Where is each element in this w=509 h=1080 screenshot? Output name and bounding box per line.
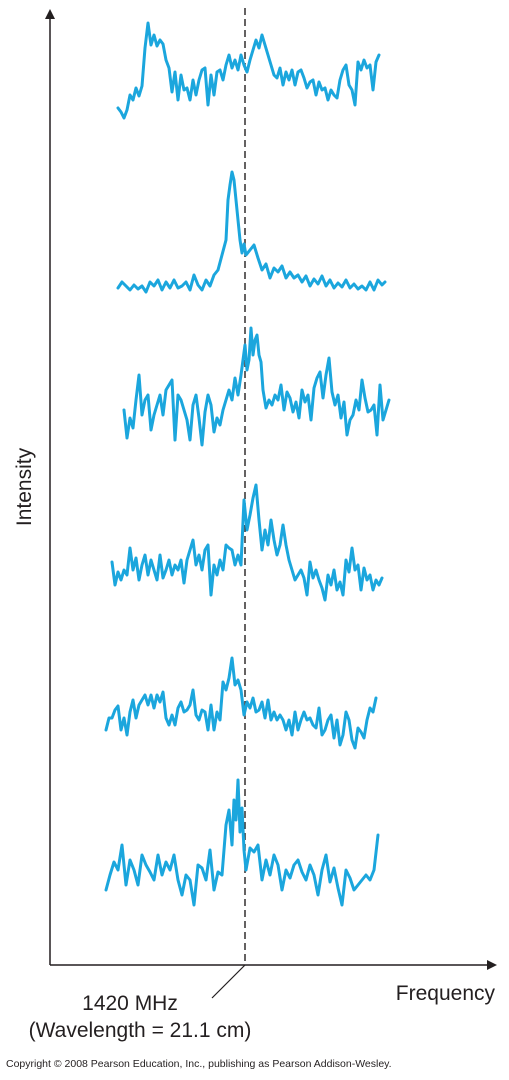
- spectrum-line-5: [104, 656, 378, 750]
- reference-wavelength-label: (Wavelength = 21.1 cm): [28, 1019, 252, 1042]
- spectrum-line-3: [122, 326, 391, 447]
- x-axis-label: Frequency: [395, 982, 495, 1005]
- reference-frequency-label: 1420 MHz: [82, 992, 178, 1015]
- spectrum-line-1: [116, 21, 381, 120]
- copyright-text: Copyright © 2008 Pearson Education, Inc.…: [6, 1058, 392, 1070]
- reference-leader-line: [211, 964, 246, 999]
- spectrum-line-6: [104, 778, 380, 907]
- spectrum-line-4: [110, 483, 384, 602]
- spectrum-line-2: [116, 170, 387, 294]
- series-group: [104, 21, 391, 907]
- y-axis-label: Intensity: [13, 447, 36, 527]
